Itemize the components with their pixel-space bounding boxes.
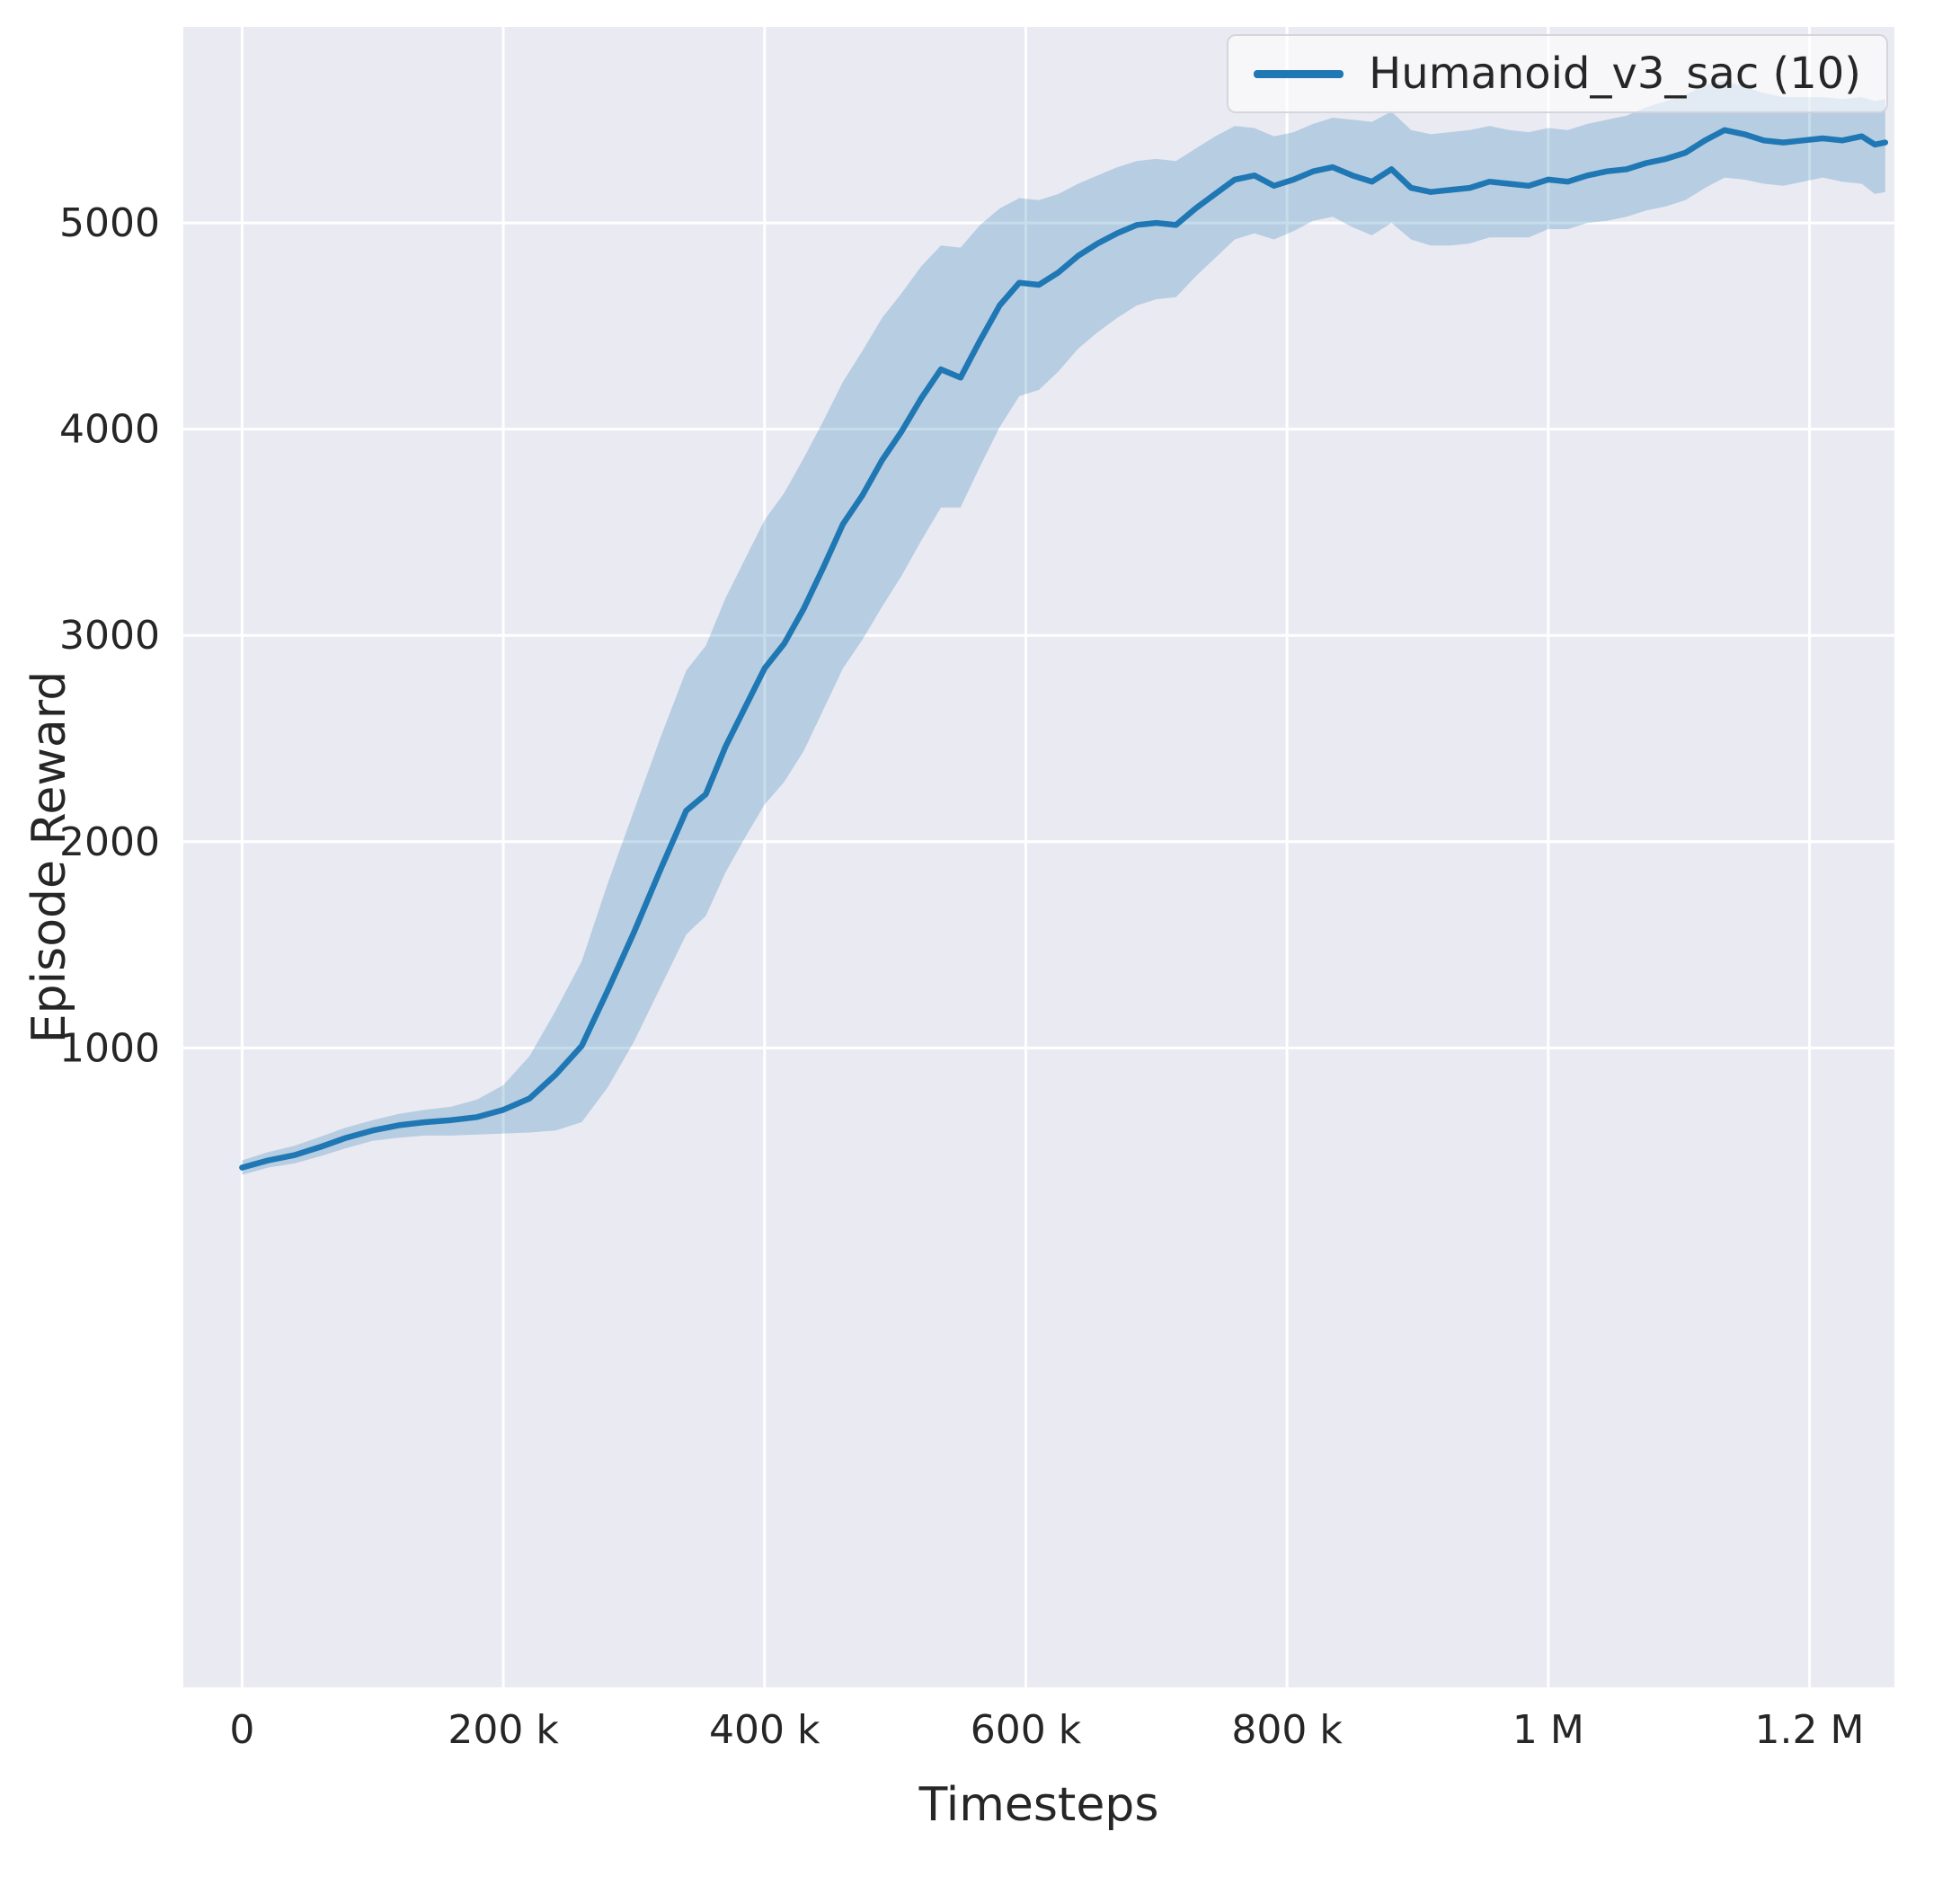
x-tick-label: 1.2 M: [1755, 1707, 1865, 1753]
x-tick-label: 0: [229, 1707, 254, 1753]
confidence-band: [242, 80, 1885, 1175]
y-axis-label: Episode Reward: [22, 671, 76, 1043]
x-tick-label: 200 k: [448, 1707, 559, 1753]
y-tick-label: 2000: [59, 819, 160, 865]
x-tick-label: 600 k: [971, 1707, 1082, 1753]
y-tick-label: 3000: [59, 613, 160, 659]
plot-background: [183, 27, 1894, 1687]
x-axis-label: Timesteps: [918, 1778, 1159, 1832]
y-tick-label: 1000: [59, 1025, 160, 1071]
mean-line: [239, 127, 1889, 1171]
grid-layer: [183, 27, 1894, 1687]
background-layer: [183, 27, 1894, 1687]
y-tick-label: 5000: [59, 200, 160, 246]
y-tick-label: 4000: [59, 407, 160, 453]
tick-layer: 0 200 k 400 k 600 k 800 k 1 M 1.2 M 1000 2000 300…: [59, 200, 1864, 1753]
x-tick-label: 400 k: [709, 1707, 820, 1753]
data-layer: [239, 80, 1889, 1175]
legend: Humanoid_v3_sac (10): [1227, 34, 1888, 113]
x-tick-label: 1 M: [1512, 1707, 1584, 1753]
legend-line-swatch: [1254, 69, 1344, 78]
legend-label: Humanoid_v3_sac (10): [1369, 49, 1861, 99]
x-tick-label: 800 k: [1231, 1707, 1343, 1753]
